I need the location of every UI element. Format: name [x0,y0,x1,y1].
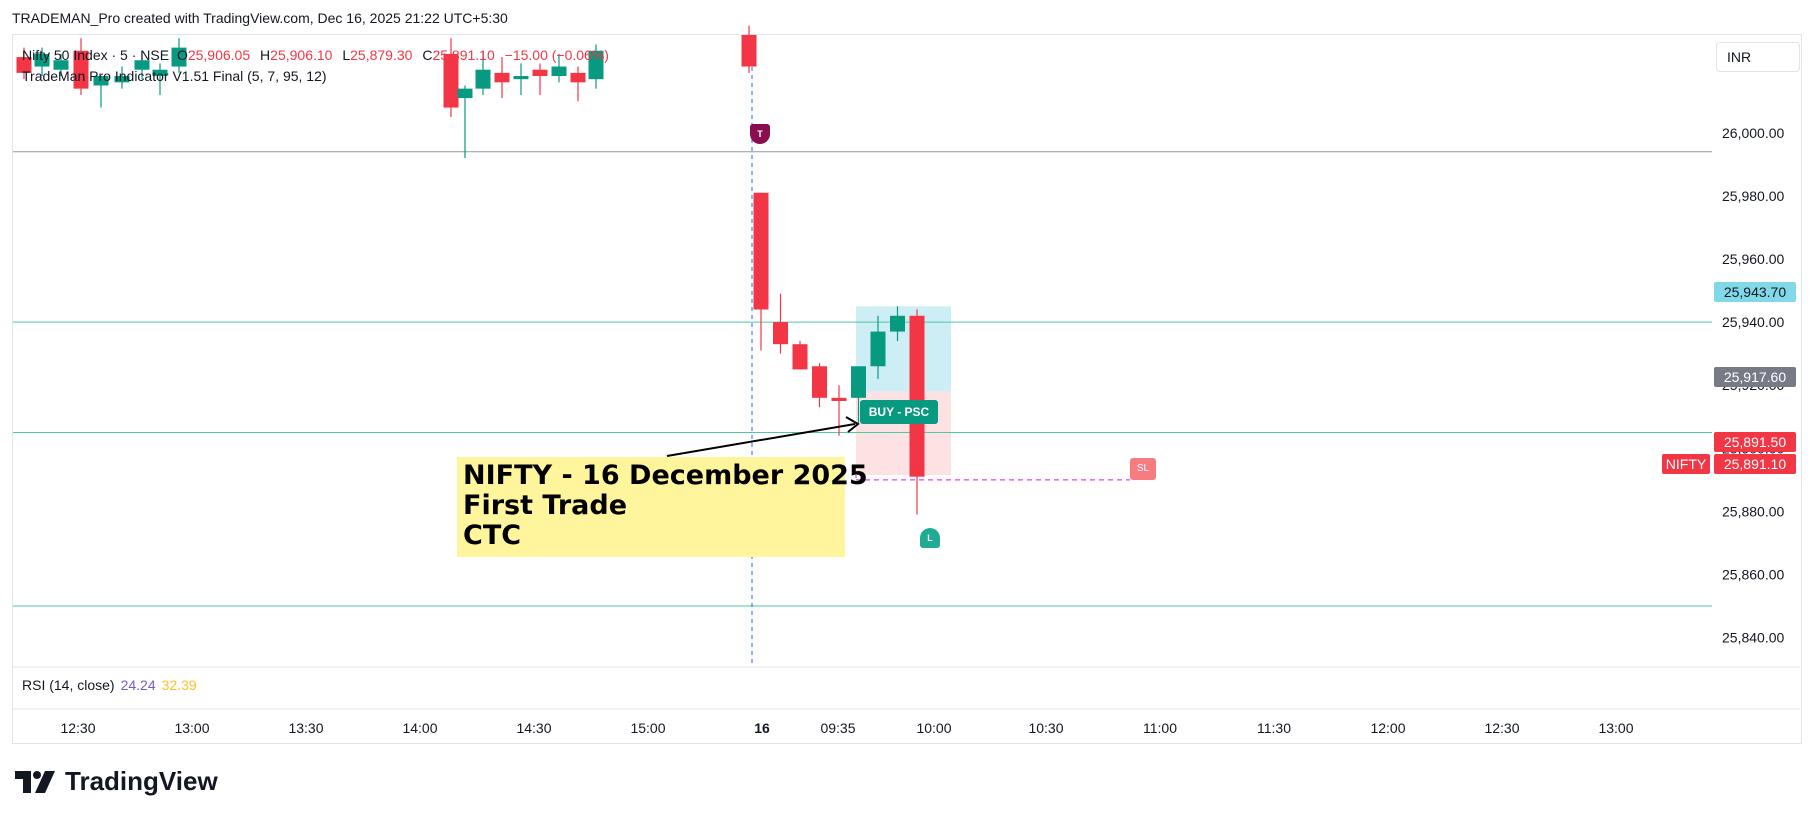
buy-signal-label: BUY - PSC [860,400,938,424]
y-axis-tick-label: 25,940.00 [1722,314,1784,330]
candle-body [513,76,529,80]
candle-body [831,397,847,401]
x-axis-tick-label: 14:30 [516,720,551,736]
price-tag-stop: 25,891.50 [1714,432,1796,452]
close-label: C [422,47,433,63]
attribution-text: TRADEMAN_Pro created with TradingView.co… [12,10,508,26]
price-tag-upper: 25,943.70 [1714,282,1796,302]
candle-body [114,76,130,83]
open-label: O [176,47,188,63]
candle-body [34,53,50,67]
candle-body [890,315,905,332]
candle-body [16,57,32,73]
symbol-name[interactable]: Nifty 50 Index · 5 · NSE [22,47,170,63]
annotation-arrow [666,423,856,457]
annotation-arrow-head [845,416,860,433]
x-axis-tick-label: 12:30 [60,720,95,736]
x-axis-tick-label: 15:00 [630,720,665,736]
chart-frame [12,34,1802,744]
low-value: 25,879.30 [350,47,413,63]
candle-body [870,331,886,367]
y-axis-tick-label: 25,840.00 [1722,630,1784,646]
price-tag-entry: 25,917.60 [1714,367,1796,387]
candle-body [93,76,109,86]
change-value: −15.00 (−0.06%) [504,47,609,63]
x-axis-tick-label: 13:00 [1598,720,1633,736]
annotation-line-1: NIFTY - 16 December 2025 [463,460,868,491]
candle-body [457,88,473,99]
low-label: L [342,47,351,63]
candle-body [792,344,808,370]
x-axis-tick-label: 10:00 [916,720,951,736]
y-axis-tick-label: 26,000.00 [1722,125,1784,141]
candle-body [570,72,586,83]
open-value: 25,906.05 [187,47,251,63]
x-axis-tick-label: 11:30 [1257,720,1291,736]
candle-body [741,35,757,67]
x-axis-tick-label: 09:35 [820,720,855,736]
rsi-legend: RSI (14, close) 24.24 32.39 [22,677,197,693]
x-axis-tick-label: 16 [754,720,770,736]
x-axis-tick-label: 10:30 [1028,720,1063,736]
symbol-legend: Nifty 50 Index · 5 · NSE O25,906.05 H25,… [22,45,609,87]
close-value: 25,891.10 [432,47,495,63]
t-signal-marker: T [750,124,770,144]
candle-body [551,66,567,77]
high-label: H [260,47,271,63]
candle-body [134,60,150,70]
candle-body [532,69,548,77]
rsi-value-2: 32.39 [161,677,197,693]
candle-body [851,366,866,398]
candle-body [152,69,168,77]
symbol-price-tag: NIFTY [1662,454,1710,474]
candle-body [773,322,788,345]
brand-name: TradingView [65,766,218,796]
currency-selector[interactable]: INR [1716,42,1800,72]
candle-body [73,50,89,89]
x-axis-tick-label: 13:00 [174,720,209,736]
candle-body [909,315,925,477]
tradingview-logo-icon [15,770,55,793]
y-axis-tick-label: 25,980.00 [1722,188,1784,204]
x-axis-tick-label: 12:00 [1370,720,1405,736]
tradingview-logo[interactable]: TradingView [15,766,218,797]
l-signal-marker: L [920,528,940,548]
candle-body [53,60,69,70]
y-axis-tick-label: 25,880.00 [1722,503,1784,519]
candle-body [753,192,769,310]
candle-body [475,69,491,89]
x-axis-tick-label: 14:00 [402,720,437,736]
candle-body [171,47,187,67]
x-axis-tick-label: 12:30 [1484,720,1519,736]
candle-body [494,72,510,83]
candle-body [812,366,827,398]
high-value: 25,906.10 [270,47,333,63]
annotation-line-3: CTC [463,520,522,551]
annotation-line-2: First Trade [463,490,628,521]
candle-body [443,53,459,108]
rsi-label[interactable]: RSI (14, close) [22,677,115,693]
x-axis-tick-label: 11:00 [1143,720,1177,736]
x-axis-tick-label: 13:30 [288,720,323,736]
stop-loss-label: SL [1130,458,1156,480]
candle-body [588,50,604,80]
trade-annotation[interactable]: NIFTY - 16 December 2025 First Trade CTC [457,457,868,557]
y-axis-tick-label: 25,960.00 [1722,251,1784,267]
rsi-value-1: 24.24 [120,677,156,693]
indicator-name[interactable]: TradeMan Pro Indicator V1.51 Final (5, 7… [22,68,327,84]
y-axis-tick-label: 25,860.00 [1722,567,1784,583]
price-tag-last: 25,891.10 [1714,454,1796,474]
